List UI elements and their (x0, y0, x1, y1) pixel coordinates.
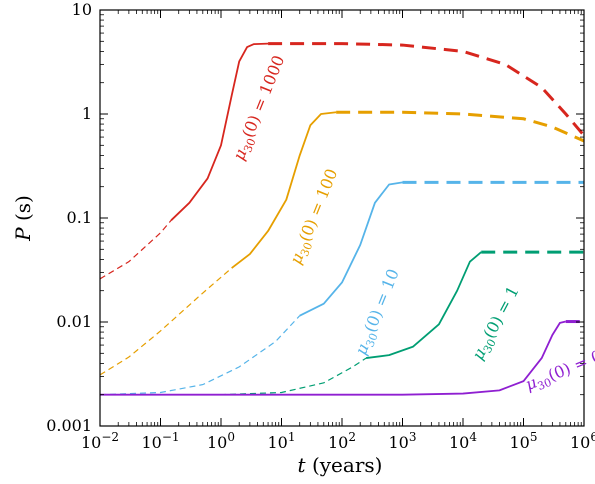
series-3 (100, 250, 584, 396)
plot-frame (99, 9, 585, 427)
y-tick-label: 1 (82, 104, 92, 123)
y-tick-label: 10 (72, 0, 92, 19)
series-label: μ30(0) = 1 (468, 283, 525, 365)
x-tick-label: 102 (328, 430, 356, 452)
x-tick-label: 103 (389, 430, 417, 452)
y-tick-label: 0.01 (56, 312, 92, 331)
x-tick-label: 10−2 (81, 430, 119, 452)
x-tick-label: 105 (510, 430, 538, 452)
series-1 (99, 110, 585, 376)
series-2 (99, 180, 584, 396)
ticks (99, 9, 585, 427)
series-4 (100, 320, 584, 396)
x-tick-label: 101 (268, 430, 296, 452)
x-tick-label: 100 (207, 430, 235, 452)
series-label: μ30(0) = 100 (286, 166, 344, 268)
y-tick-label: 0.1 (67, 208, 92, 227)
y-tick-label: 0.001 (46, 416, 92, 435)
series-early-dashed-line (99, 267, 233, 376)
series-early-dashed-line (99, 315, 301, 396)
series-solid-line (365, 251, 482, 359)
x-tick-label: 10−1 (141, 430, 179, 452)
series-label: μ30(0) = 10 (351, 266, 405, 359)
series-solid-line (100, 320, 566, 396)
series-solid-line (170, 42, 269, 221)
x-tick-label: 104 (449, 430, 477, 452)
series-early-dashed-line (100, 357, 367, 396)
series-0 (99, 42, 586, 280)
tick-labels: 10−2 10−1 100 101 102 103 104 105 1060.0010.010.… (46, 0, 595, 452)
series-solid-line (299, 181, 403, 317)
x-axis-title: t (years) (298, 453, 383, 477)
series-early-dashed-line (99, 219, 172, 280)
series-solid-line (231, 111, 337, 269)
curves (99, 42, 586, 396)
y-axis-title: P (s) (11, 195, 35, 242)
x-tick-label: 106 (570, 430, 595, 452)
series-late-dashed-line (336, 110, 585, 143)
series-late-dashed-line (268, 42, 586, 137)
